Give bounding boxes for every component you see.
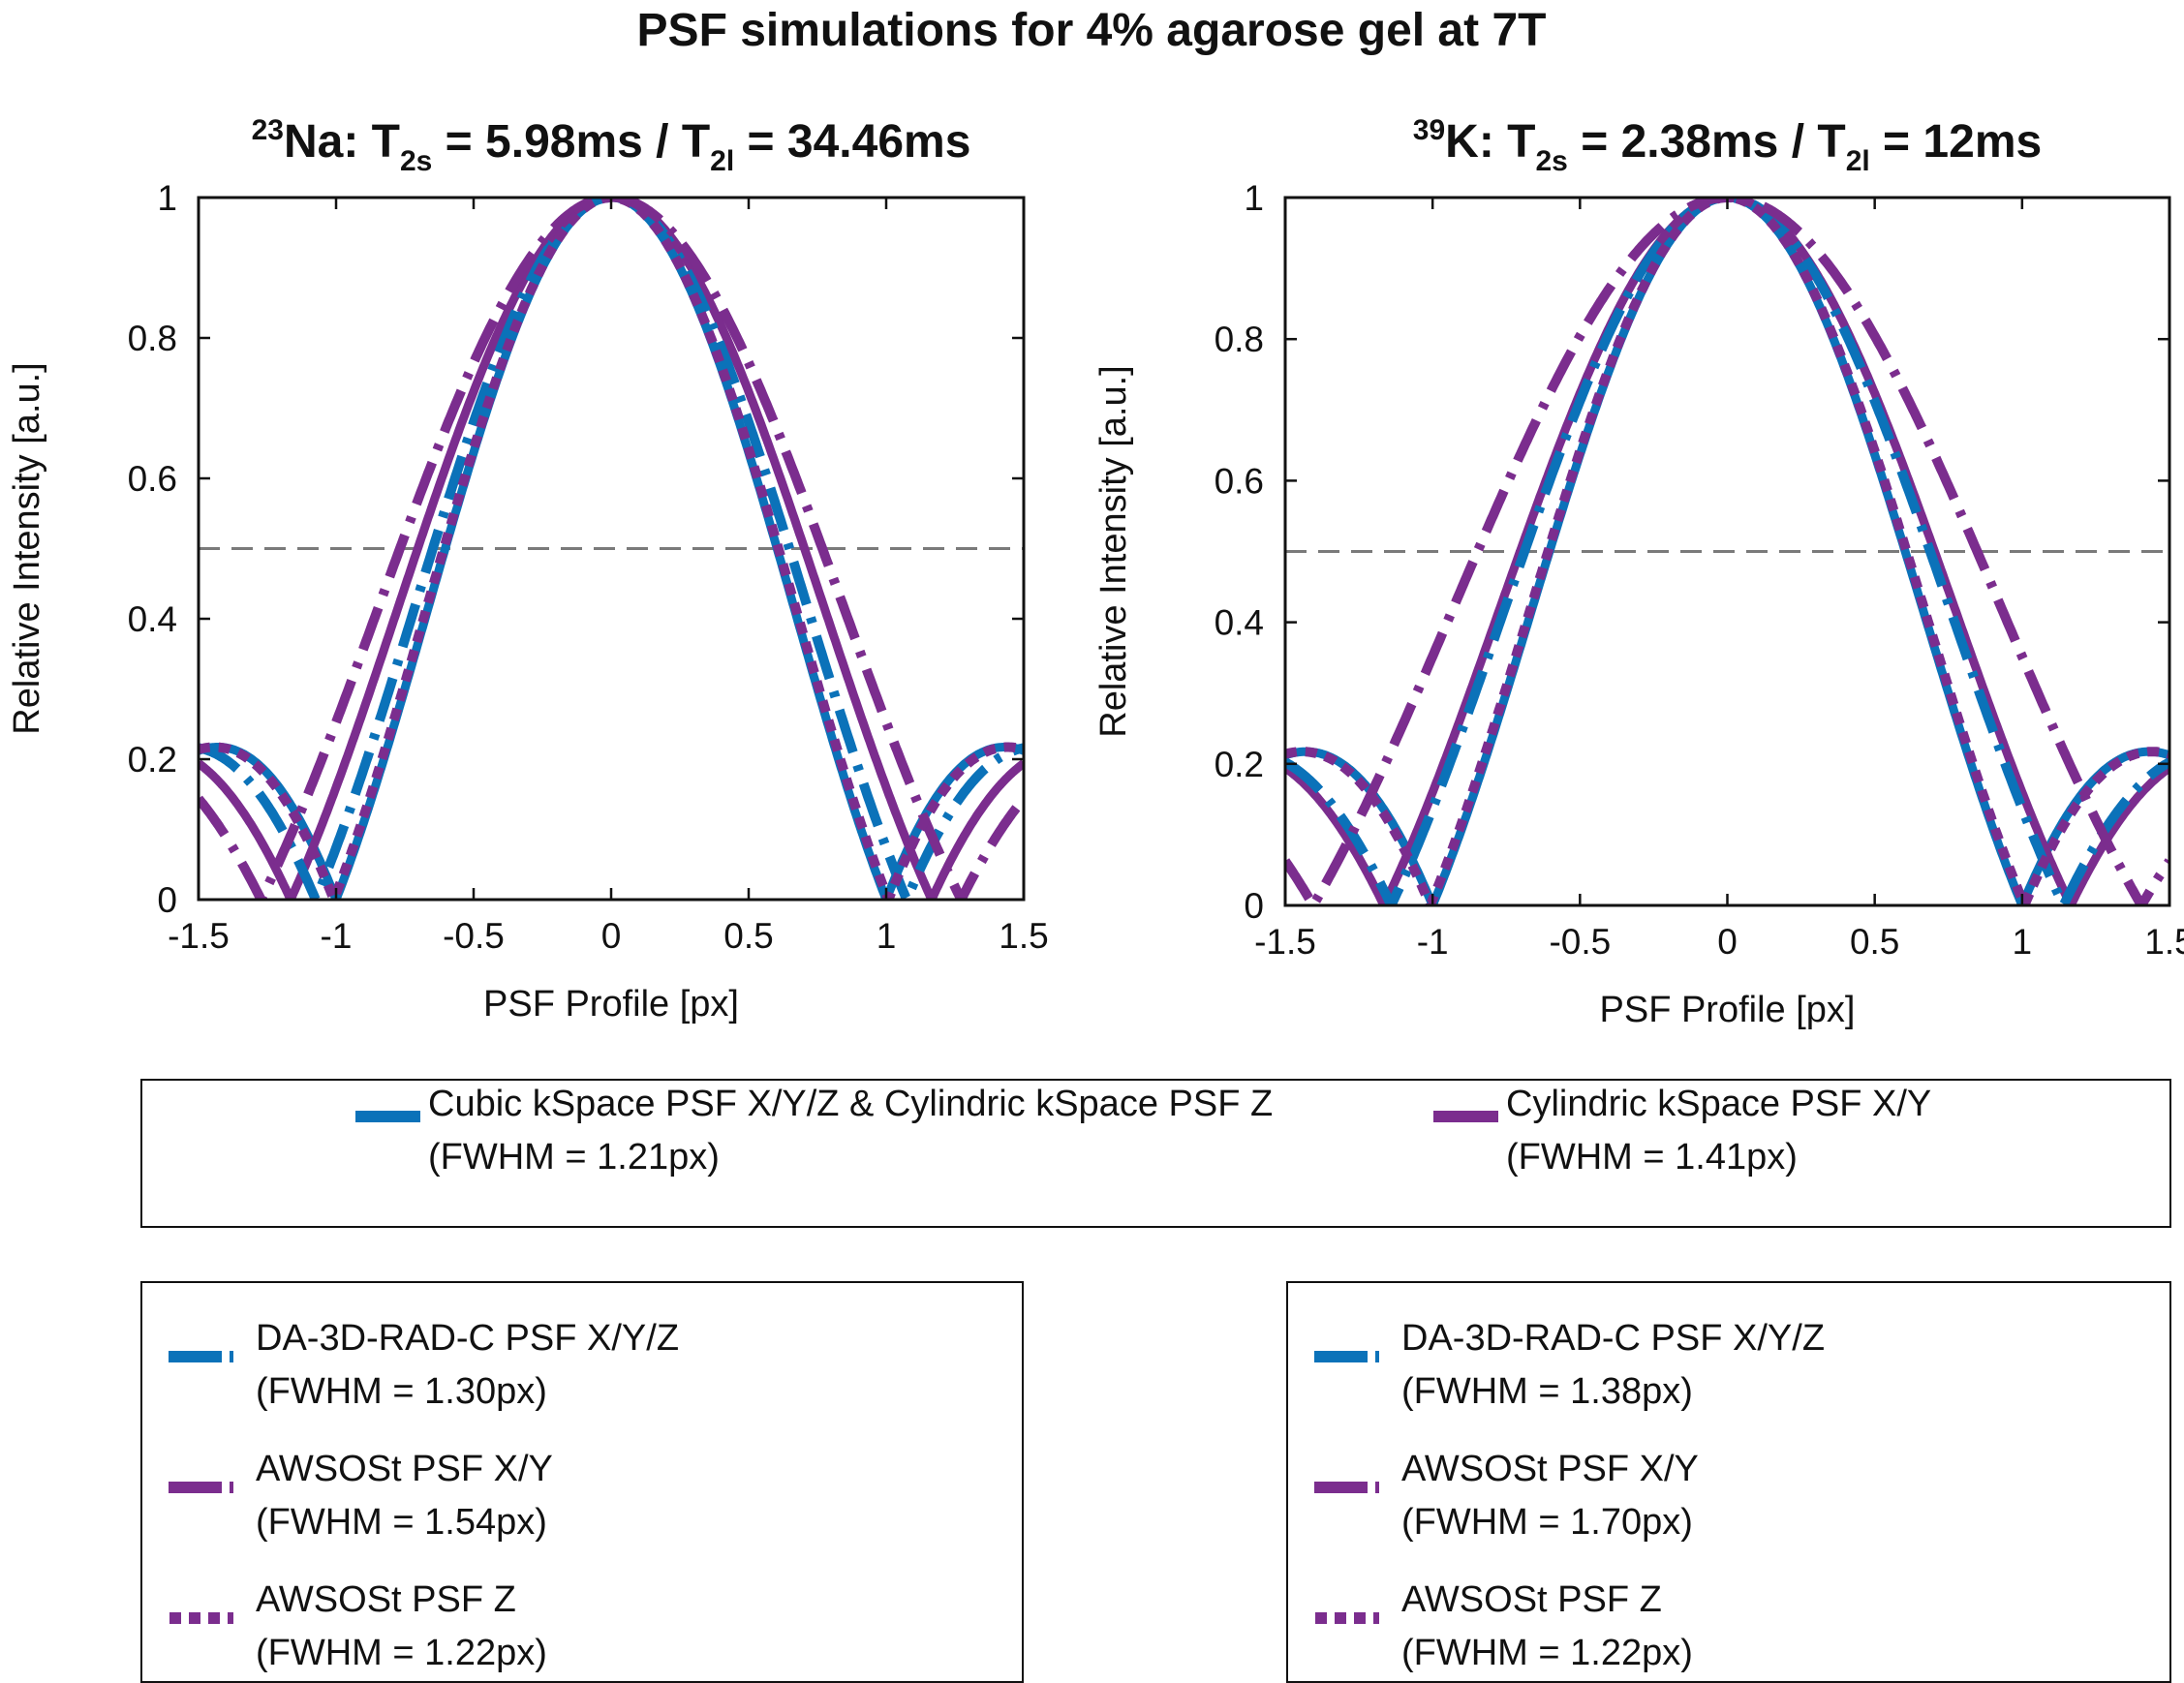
x-tick-label: -1 [1417,922,1449,962]
legend-swatch-purple-dotted [169,1612,233,1624]
title-nucleus: Na: T [284,116,400,168]
title-nucleus: K: T [1445,116,1535,168]
series-line-3 [1285,198,2169,905]
legend-shared: Cubic kSpace PSF X/Y/Z & Cylindric kSpac… [140,1079,2171,1228]
series-line-1 [1285,198,2169,905]
y-tick-label: 0 [157,880,177,920]
x-tick-label: 1.5 [2144,922,2184,962]
x-tick-label: -1.5 [1254,922,1316,962]
title-t2l-value: = 12ms [1870,116,2042,168]
figure-title: PSF simulations for 4% agarose gel at 7T [637,5,1547,56]
x-axis-label: PSF Profile [px] [483,984,739,1025]
y-tick-label: 0.2 [128,740,177,780]
y-tick-label: 0.8 [128,319,177,358]
y-tick-label: 0.4 [1215,603,1264,643]
x-tick-label: 1.5 [999,916,1048,956]
y-tick-label: 0.8 [1215,320,1264,359]
title-t2l-sub: 2l [1846,145,1870,177]
chart-title: 39K: T2s = 2.38ms / T2l = 12ms [1413,114,2042,177]
x-tick-label: 0.5 [723,916,773,956]
x-tick-label: 0 [1717,922,1738,962]
legend-text-cubic: Cubic kSpace PSF X/Y/Z & Cylindric kSpac… [428,1084,1274,1178]
legend-text-k-da3drad: DA-3D-RAD-C PSF X/Y/Z (FWHM = 1.38px) [1401,1318,1826,1412]
series-line-2 [199,198,1024,900]
legend-k: DA-3D-RAD-C PSF X/Y/Z (FWHM = 1.38px) AW… [1286,1281,2171,1683]
legend-swatch-blue-solid [355,1111,420,1122]
x-tick-label: 1 [877,916,897,956]
title-t2l-sub: 2l [710,145,734,177]
legend-text-na-awsost-z: AWSOSt PSF Z (FWHM = 1.22px) [256,1579,547,1673]
y-tick-label: 0.2 [1215,745,1264,784]
y-axis-label: Relative Intensity [a.u.] [1093,365,1134,737]
legend-text-na-awsost-xy: AWSOSt PSF X/Y (FWHM = 1.54px) [256,1449,553,1543]
title-t2s-value: = 5.98ms / T [432,116,710,168]
legend-text-cylindric-xy: Cylindric kSpace PSF X/Y (FWHM = 1.41px) [1506,1084,1932,1178]
chart-panel-na: -1.5 -1 -0.5 0 0.5 1 1.5 0 0.2 0.4 0.6 0.8 1 PSF Prof… [7,114,1049,1025]
legend-swatch-blue-dashdot [1314,1351,1379,1362]
chart-title: 23Na: T2s = 5.98ms / T2l = 34.46ms [252,114,971,177]
title-t2l-value: = 34.46ms [734,116,970,168]
legend-text-na-da3drad: DA-3D-RAD-C PSF X/Y/Z (FWHM = 1.30px) [256,1318,680,1412]
x-tick-label: -1 [321,916,353,956]
x-axis-label: PSF Profile [px] [1600,990,1856,1030]
y-tick-label: 0 [1244,886,1264,926]
x-tick-label: 1 [2013,922,2033,962]
title-t2s-sub: 2s [1535,145,1567,177]
title-t2s-sub: 2s [400,145,432,177]
legend-text-k-awsost-xy: AWSOSt PSF X/Y (FWHM = 1.70px) [1401,1449,1699,1543]
y-tick-label: 0.6 [128,459,177,499]
y-tick-label: 1 [1244,178,1264,218]
legend-swatch-blue-dashdot [169,1351,233,1362]
y-axis-label: Relative Intensity [a.u.] [7,362,47,734]
x-tick-label: -0.5 [1549,922,1611,962]
y-tick-label: 0.6 [1215,461,1264,501]
x-tick-label: 0.5 [1850,922,1899,962]
legend-swatch-purple-dashdot [169,1482,233,1493]
x-tick-label: -0.5 [443,916,505,956]
legend-text-k-awsost-z: AWSOSt PSF Z (FWHM = 1.22px) [1401,1579,1693,1673]
title-t2s-value: = 2.38ms / T [1568,116,1846,168]
legend-swatch-purple-dotted [1315,1612,1379,1624]
series-line-1 [199,198,1024,900]
x-tick-label: -1.5 [168,916,230,956]
legend-na: DA-3D-RAD-C PSF X/Y/Z (FWHM = 1.30px) AW… [140,1281,1024,1683]
chart-panel-k: -1.5 -1 -0.5 0 0.5 1 1.5 0 0.2 0.4 0.6 0.8 1 PSF Prof… [1093,114,2184,1030]
x-tick-label: 0 [601,916,622,956]
legend-swatch-purple-dashdot [1314,1482,1379,1493]
title-isotope: 39 [1413,114,1445,146]
title-isotope: 23 [252,114,284,146]
y-tick-label: 1 [157,178,177,218]
y-tick-label: 0.4 [128,599,177,639]
legend-swatch-purple-solid [1433,1111,1498,1122]
